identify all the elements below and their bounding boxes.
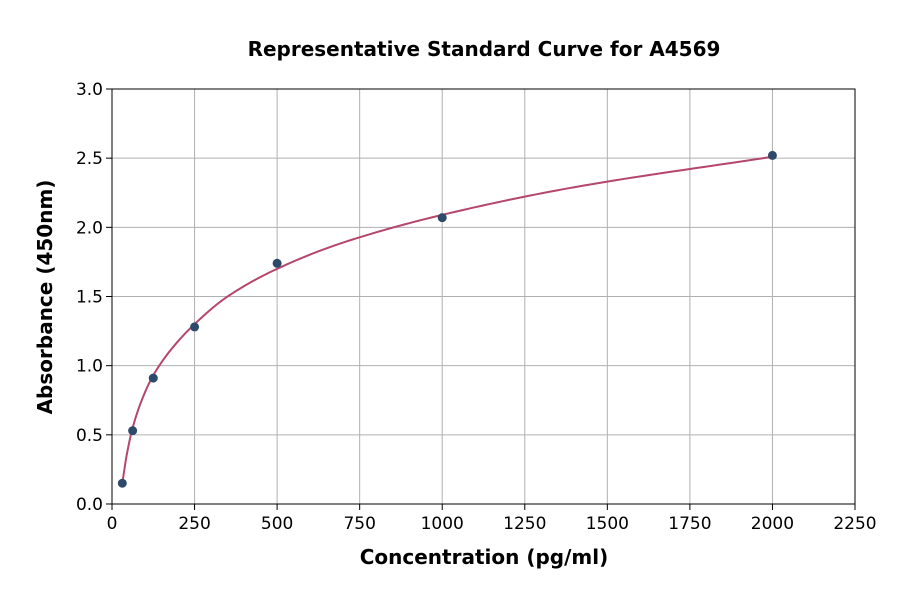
x-tick-label: 0 (107, 514, 118, 534)
x-tick-label: 250 (178, 514, 210, 534)
data-point (190, 322, 200, 332)
x-tick-label: 1250 (503, 514, 546, 534)
data-point (437, 213, 447, 223)
data-point (148, 373, 158, 383)
x-axis-ticks: 0 250 500 750 1000 1250 1500 1750 2000 2250 (107, 504, 877, 534)
y-tick-label: 2.0 (76, 218, 103, 238)
data-point (272, 258, 282, 268)
x-tick-label: 750 (343, 514, 375, 534)
x-tick-label: 1750 (668, 514, 711, 534)
y-axis-ticks: 0.0 0.5 1.0 1.5 2.0 2.5 3.0 (76, 80, 112, 515)
x-tick-label: 500 (261, 514, 293, 534)
y-tick-label: 1.0 (76, 357, 103, 377)
chart-title: Representative Standard Curve for A4569 (248, 37, 721, 61)
x-axis-label: Concentration (pg/ml) (360, 545, 609, 569)
fit-curve-line (121, 155, 773, 484)
grid-lines (111, 88, 856, 505)
data-point (767, 150, 777, 160)
fit-curve-layer (121, 155, 773, 484)
x-tick-label: 2000 (751, 514, 794, 534)
data-point (117, 478, 127, 488)
y-axis-label: Absorbance (450nm) (33, 180, 57, 415)
y-tick-label: 0.5 (76, 426, 103, 446)
y-tick-label: 3.0 (76, 80, 103, 100)
y-tick-label: 0.0 (76, 495, 103, 515)
y-tick-label: 1.5 (76, 288, 103, 308)
y-tick-label: 2.5 (76, 149, 103, 169)
x-tick-label: 1000 (421, 514, 464, 534)
x-tick-label: 2250 (833, 514, 876, 534)
x-tick-label: 1500 (586, 514, 629, 534)
data-points-layer (117, 150, 777, 488)
data-point (128, 426, 138, 436)
